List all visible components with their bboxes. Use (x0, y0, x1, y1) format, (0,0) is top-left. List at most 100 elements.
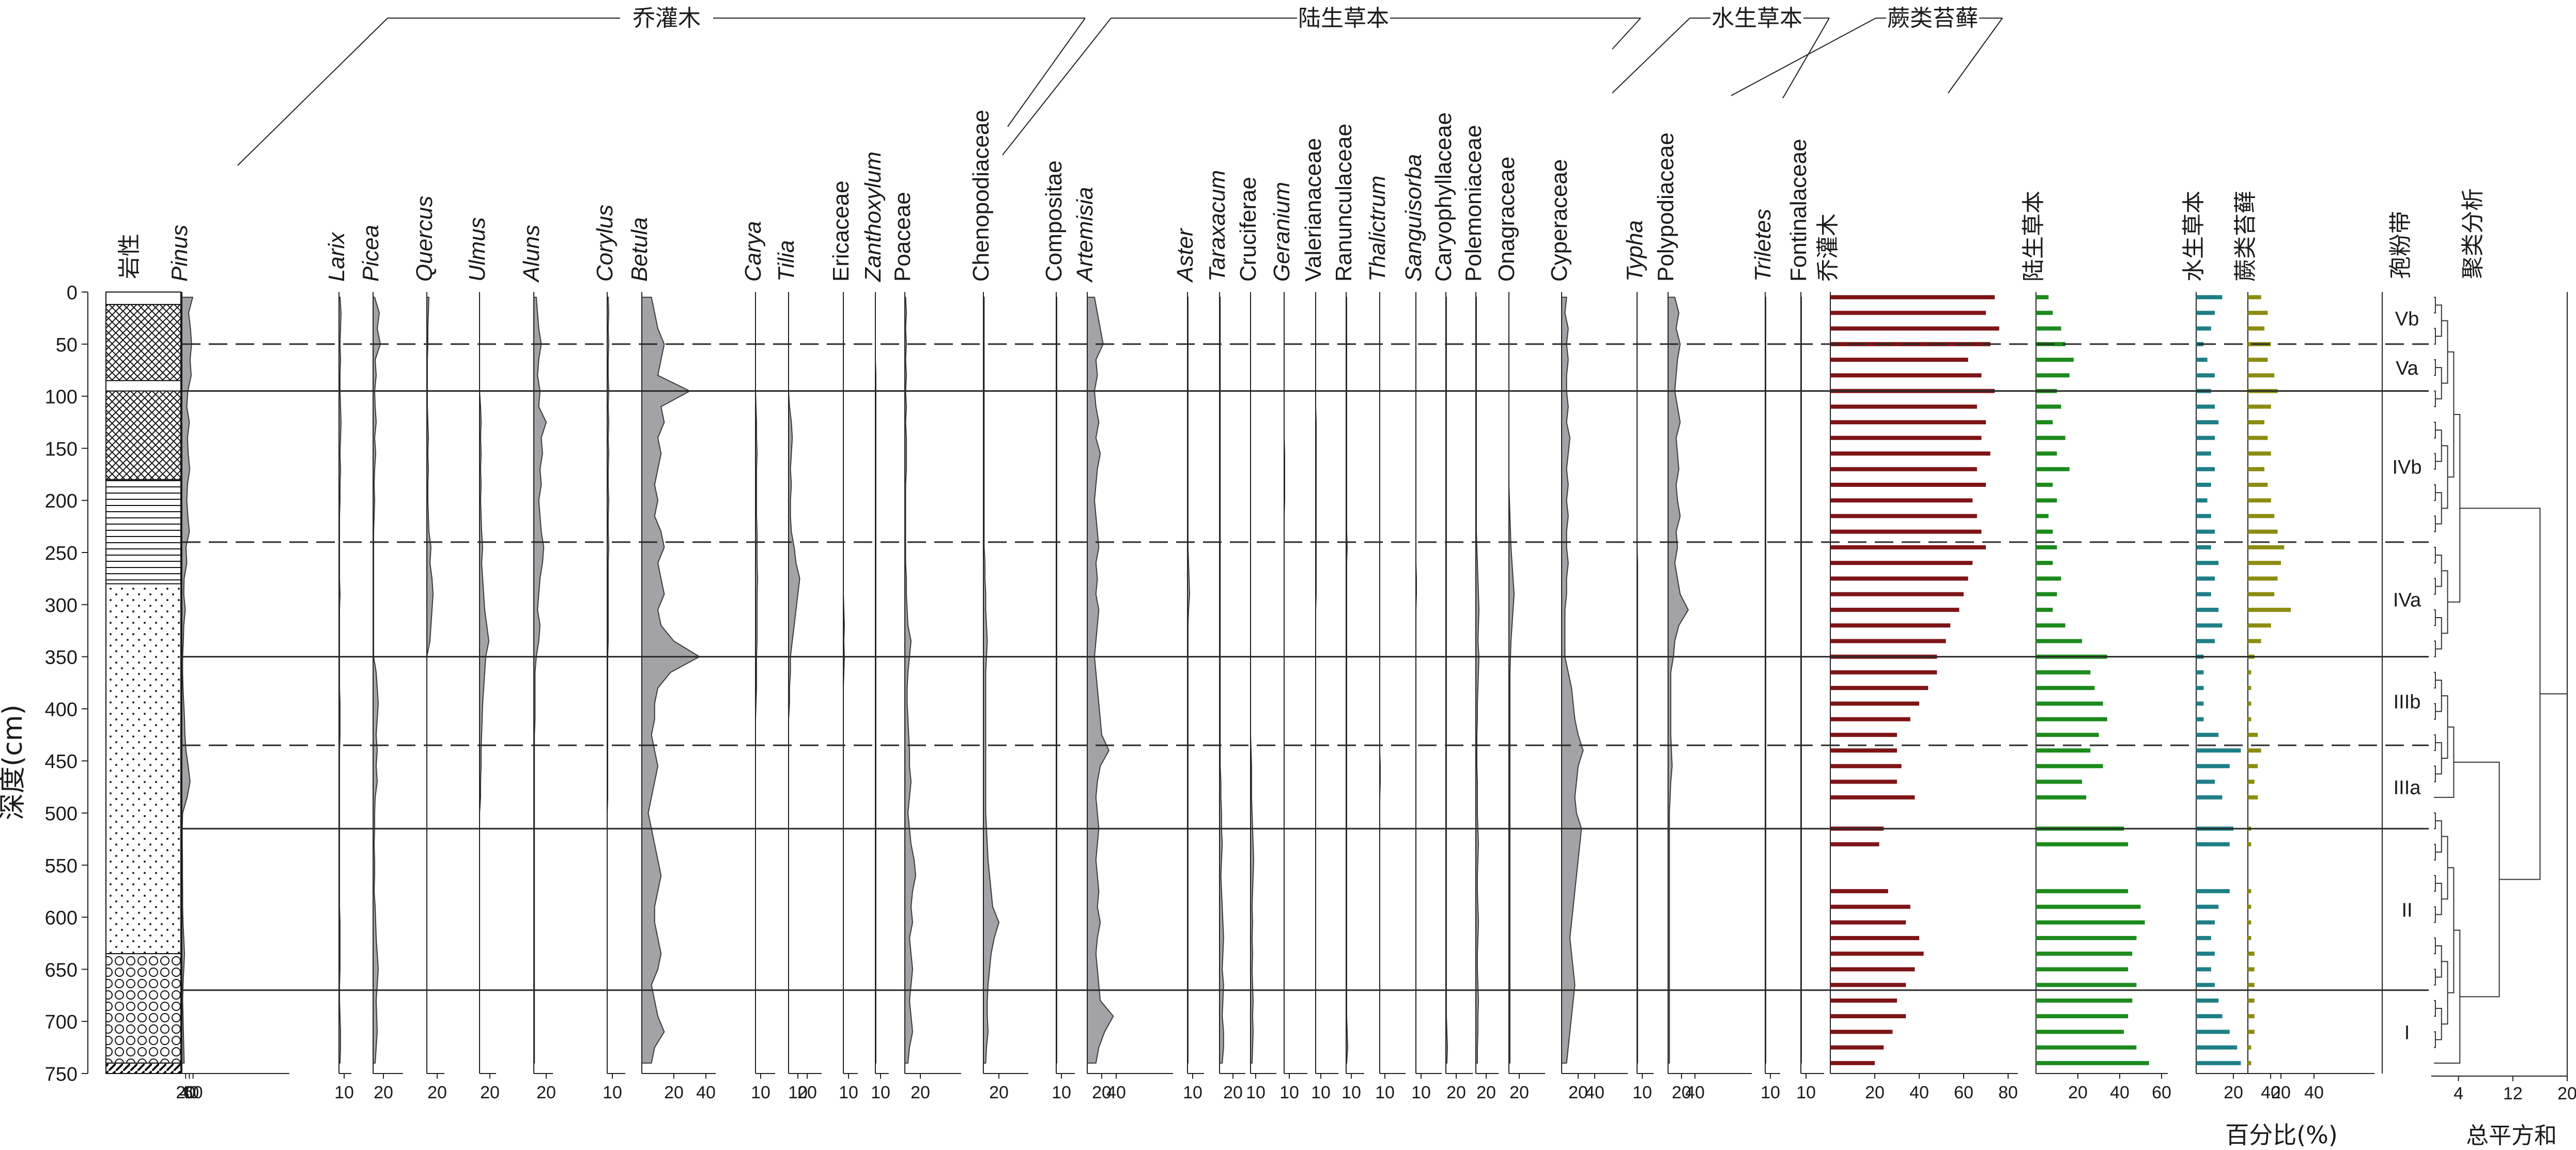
taxon-tick-label: 20 (989, 1083, 1009, 1102)
group-bar (1830, 795, 1915, 800)
group-bar (2036, 717, 2107, 722)
group-bar (2248, 358, 2268, 362)
taxon-label: Corylus (592, 205, 618, 282)
group-tick-label: 20 (2224, 1083, 2243, 1102)
group-bar (1830, 748, 1897, 753)
taxon-panel-quercus: 20 Quercus (412, 196, 447, 1102)
group-bar (1830, 561, 1973, 565)
group-bar (2248, 326, 2264, 331)
group-bar (1830, 529, 1982, 534)
taxon-tick-label: 10 (1311, 1083, 1331, 1102)
taxon-area-picea (373, 297, 381, 1064)
taxon-panel-cruciferae: 10 Cruciferae (1236, 177, 1276, 1102)
taxon-panel-corylus: 10 Corylus (592, 205, 625, 1102)
taxon-tick-label: 20 (1509, 1083, 1529, 1102)
group-bar (2036, 514, 2049, 518)
taxon-tick-label: 20 (797, 1083, 817, 1102)
group-bar (2196, 967, 2211, 972)
dendrogram-link (2435, 617, 2442, 650)
group-bar (1830, 983, 1906, 987)
group-bar (1830, 1014, 1906, 1019)
group-bar (1830, 326, 1999, 331)
group-bar (1830, 842, 1879, 847)
group-bar (2196, 373, 2215, 378)
taxon-area-cyperaceae (1561, 297, 1584, 1064)
zone-label: Vb (2395, 308, 2419, 330)
group-bar (2196, 514, 2211, 518)
group-bar (2248, 373, 2275, 378)
group-bar (2196, 576, 2215, 581)
zone-boundaries (182, 343, 2429, 991)
group-bar (2036, 545, 2057, 549)
taxon-area-tilia (788, 297, 800, 1063)
taxon-tick-label: 40 (1685, 1083, 1705, 1102)
taxon-tick-label: 20 (1446, 1083, 1466, 1102)
dendrogram-link (2434, 1000, 2436, 1017)
group-bar (2248, 983, 2255, 987)
taxon-label: Aster (1173, 227, 1198, 283)
taxon-label: Taraxacum (1205, 170, 1230, 282)
group-column-label: 水生草本 (2181, 191, 2207, 282)
taxon-area-betula (641, 297, 701, 1064)
group-bar (2036, 639, 2083, 643)
y-tick-label: 650 (45, 959, 78, 981)
y-tick-label: 400 (45, 699, 78, 720)
dendrogram-link (2434, 671, 2436, 689)
group-bar (2248, 1061, 2251, 1065)
taxon-panel-polemoniaceae: 20 Polemoniaceae (1461, 125, 1499, 1102)
group-bar (2196, 952, 2215, 956)
group-bar (2196, 998, 2219, 1003)
group-tick-label: 60 (2152, 1083, 2171, 1102)
group-bar (2248, 514, 2275, 518)
taxon-label: Poaceae (890, 192, 915, 282)
group-header: 乔灌木 陆生草本 水生草本 蕨类苔藓 (237, 5, 2003, 166)
group-bar (2248, 748, 2261, 753)
dendrogram-link (2434, 703, 2436, 720)
zone-label: IIIb (2394, 691, 2421, 713)
group-bar (2036, 311, 2053, 315)
zone-label: IVb (2392, 457, 2421, 479)
dendrogram-link (2434, 969, 2436, 986)
group-bar (1830, 451, 1991, 456)
lith-sand (105, 583, 181, 955)
group-bar (2196, 748, 2241, 753)
group-tick-label: 80 (1998, 1083, 2018, 1102)
taxon-label: Tilia (774, 240, 799, 282)
taxon-label: Chenopodiaceae (968, 110, 994, 282)
group-bar (1830, 607, 1960, 612)
group-bar (2036, 748, 2091, 753)
y-tick-label: 350 (45, 647, 78, 669)
group-bar (1830, 623, 1951, 628)
taxon-tick-label: 20 (1568, 1083, 1588, 1102)
group-bar (1830, 732, 1897, 737)
lith-hatched-upper (105, 304, 181, 381)
taxon-label: Artemisia (1072, 187, 1098, 283)
taxon-label: Zanthoxylum (860, 151, 886, 282)
group-bar (2248, 545, 2285, 549)
group-bar (2196, 764, 2230, 769)
dendrogram-link (2434, 453, 2436, 470)
lithology-label: 岩性 (116, 234, 143, 279)
dendrogram-link (2435, 820, 2442, 853)
group-bar (2248, 967, 2255, 972)
group-panel-2: 20 40 60 陆生草本 (2020, 191, 2171, 1102)
taxon-label: Aluns (519, 225, 544, 283)
group-bar (2036, 607, 2053, 612)
group-bar (2248, 717, 2251, 722)
cluster-tick-label: 4 (2454, 1084, 2463, 1103)
taxon-label: Caryophyllaceae (1431, 112, 1456, 282)
group-bracket-leg (1612, 18, 1690, 94)
group-bar (2036, 967, 2128, 972)
group-bar (2248, 311, 2268, 315)
group-bar (2036, 498, 2057, 503)
group-bar (2036, 732, 2099, 737)
lith-base (105, 1062, 181, 1075)
taxon-label: Larix (324, 232, 349, 282)
taxon-tick-label: 10 (1246, 1083, 1266, 1102)
dendrogram-link (2434, 515, 2436, 532)
group-bar (2248, 498, 2271, 503)
y-tick-label: 50 (56, 334, 78, 356)
